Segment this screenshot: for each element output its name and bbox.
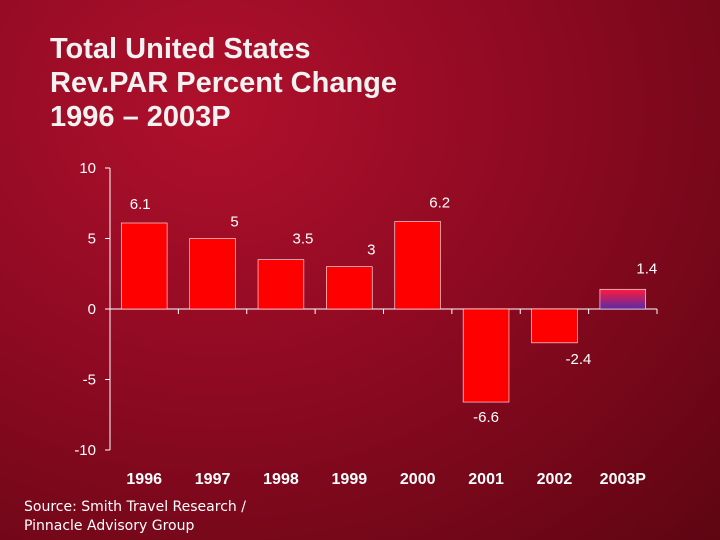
x-tick-label-2000: 2000 [400, 471, 436, 488]
source-line-1: Source: Smith Travel Research / [24, 499, 246, 515]
source-line-2: Pinnacle Advisory Group [24, 518, 195, 534]
data-label-1998: 3.5 [293, 231, 314, 248]
chart-title: Total United States Rev.PAR Percent Chan… [50, 32, 397, 134]
data-label-1996: 6.1 [130, 196, 151, 213]
x-tick-label-1999: 1999 [332, 471, 368, 488]
x-tick-label-2001: 2001 [468, 471, 504, 488]
bar-1997 [189, 238, 236, 310]
source-note: Source: Smith Travel Research / Pinnacle… [24, 498, 246, 536]
y-tick-label: -10 [74, 442, 96, 459]
x-tick-label-2002: 2002 [537, 471, 573, 488]
title-line-3: 1996 – 2003P [50, 101, 231, 133]
bar-2000 [394, 221, 441, 310]
bar-1996 [120, 222, 168, 310]
bar-2001 [462, 308, 510, 403]
y-tick-label: 0 [88, 301, 96, 318]
data-label-2001: -6.6 [473, 409, 499, 426]
data-label-2000: 6.2 [429, 195, 450, 212]
data-label-2003P: 1.4 [636, 260, 657, 277]
x-tick-label-1998: 1998 [263, 471, 299, 488]
x-tick-label-2003P: 2003P [600, 471, 647, 488]
title-line-2: Rev.PAR Percent Change [50, 67, 398, 99]
y-tick-label: 10 [79, 160, 96, 177]
y-tick-label: 5 [88, 231, 96, 248]
x-tick-label-1997: 1997 [195, 471, 231, 488]
data-label-1999: 3 [367, 242, 375, 259]
data-label-1997: 5 [230, 214, 238, 231]
data-label-2002: -2.4 [566, 351, 592, 368]
y-tick-label: -5 [83, 372, 96, 389]
bar-2003P [599, 288, 647, 310]
title-line-1: Total United States [50, 33, 311, 65]
bar-1999 [326, 266, 373, 310]
bar-2002 [531, 308, 578, 344]
bar-1998 [257, 259, 305, 310]
x-tick-label-1996: 1996 [126, 471, 162, 488]
